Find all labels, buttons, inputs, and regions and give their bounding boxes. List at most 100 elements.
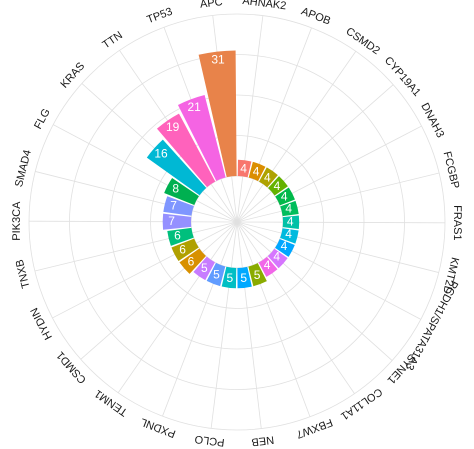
value-label: 7 <box>168 214 175 228</box>
value-label: 5 <box>213 268 220 282</box>
value-label: 4 <box>287 214 294 228</box>
spoke <box>162 221 238 417</box>
category-label: PXDNL <box>139 415 178 439</box>
value-label: 4 <box>274 179 281 193</box>
category-label: APOB <box>299 5 332 27</box>
bar <box>248 161 266 182</box>
bar <box>177 95 226 181</box>
spoke <box>236 221 355 394</box>
spoke <box>236 84 394 223</box>
spoke <box>80 221 238 360</box>
category-label: DNAH3 <box>418 101 446 140</box>
bar <box>275 187 295 206</box>
bar <box>198 50 237 178</box>
value-label: 4 <box>253 165 260 179</box>
spoke <box>52 221 238 319</box>
spoke <box>236 15 264 223</box>
category-label: TP53 <box>145 6 174 26</box>
value-label: 5 <box>254 268 261 282</box>
category-label: CSMD1 <box>54 349 88 386</box>
spoke <box>34 221 238 272</box>
spoke <box>236 221 311 417</box>
bar <box>275 238 295 257</box>
bar <box>179 248 206 274</box>
value-label: 5 <box>240 271 247 285</box>
category-label: PCLO <box>194 433 226 449</box>
bar <box>167 227 194 246</box>
category-label: FCGBP <box>441 150 462 190</box>
category-label: CSMD2 <box>343 25 381 57</box>
spoke <box>236 221 445 224</box>
value-label: 16 <box>154 146 168 160</box>
value-label: 4 <box>240 161 247 175</box>
category-label: TENM1 <box>93 387 130 418</box>
bar <box>146 139 207 196</box>
value-label: 4 <box>273 250 280 264</box>
spoke <box>53 124 238 223</box>
bar <box>171 238 199 262</box>
bar <box>164 177 199 206</box>
bar <box>156 113 216 188</box>
spoke <box>236 172 440 223</box>
category-label: NEB <box>251 433 275 448</box>
category-label: SMAD4 <box>13 149 34 189</box>
spoke <box>29 220 238 223</box>
spoke <box>236 221 421 320</box>
value-label: 5 <box>227 271 234 285</box>
bar <box>193 256 215 281</box>
category-label: CYP19A1 <box>382 55 423 99</box>
value-label: 4 <box>281 239 288 253</box>
value-label: 31 <box>211 53 225 67</box>
bar <box>268 176 288 196</box>
category-label: HYDIN <box>28 306 54 342</box>
bar <box>237 266 252 289</box>
bar <box>280 228 299 244</box>
bar <box>221 266 237 289</box>
category-label: KRAS <box>58 60 87 90</box>
value-label: 19 <box>166 120 180 134</box>
spoke <box>236 125 422 223</box>
value-label: 4 <box>264 171 271 185</box>
value-label: 6 <box>174 229 181 243</box>
bar <box>258 256 278 277</box>
value-label: 5 <box>201 261 208 275</box>
value-label: 4 <box>264 258 271 272</box>
category-label: COL11A1 <box>338 385 384 422</box>
value-label: 21 <box>187 100 201 114</box>
value-label: 6 <box>179 242 186 256</box>
spoke <box>35 171 238 223</box>
spoke <box>236 221 439 273</box>
grid-circle <box>69 54 405 390</box>
bar <box>237 159 252 178</box>
bar <box>206 262 226 287</box>
spoke <box>236 51 357 223</box>
value-label: 7 <box>170 198 177 212</box>
value-label: 4 <box>281 190 288 204</box>
category-label: TNXB <box>14 258 33 289</box>
value-label: 4 <box>285 227 292 241</box>
category-label: FBXW7 <box>294 416 334 441</box>
bar <box>259 167 278 188</box>
spoke <box>210 221 238 429</box>
bar <box>163 196 194 216</box>
grid-circle <box>28 13 446 431</box>
category-label: PIK3CA <box>11 201 23 241</box>
value-label: 6 <box>188 255 195 269</box>
spoke <box>236 27 312 223</box>
bar <box>282 215 300 229</box>
bar <box>267 248 288 269</box>
category-label: AHNAK2 <box>242 0 287 12</box>
category-label: FRAS1 <box>451 205 463 241</box>
bar <box>162 213 192 230</box>
spoke <box>236 221 393 361</box>
grid-circle <box>109 94 365 350</box>
category-label: APC <box>199 0 223 11</box>
spoke <box>117 221 238 393</box>
value-label: 8 <box>172 182 179 196</box>
category-label: FLG <box>32 107 53 132</box>
bar <box>248 263 267 287</box>
category-label: TTN <box>100 29 124 51</box>
bar <box>280 200 299 217</box>
spoke <box>236 221 262 429</box>
